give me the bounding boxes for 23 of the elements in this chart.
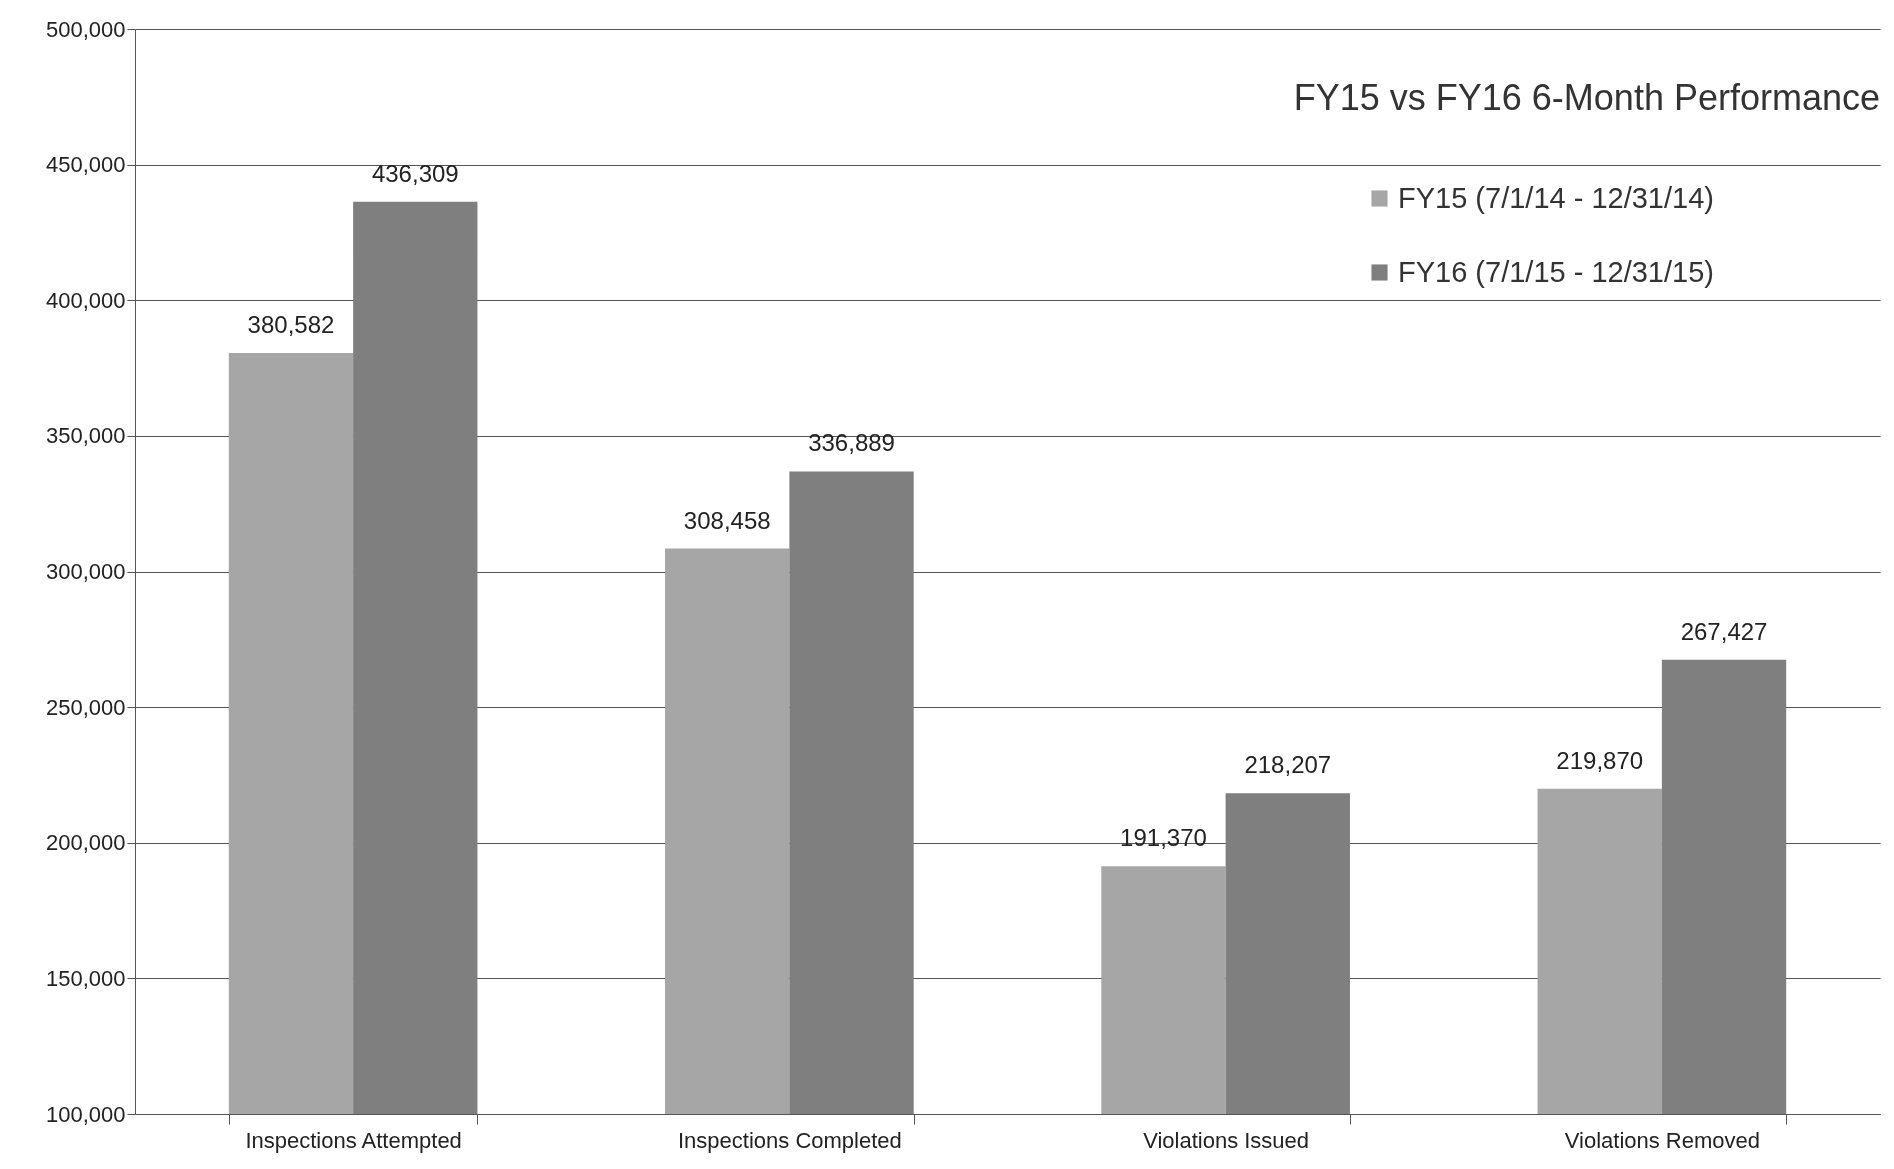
y-tick-label: 350,000 bbox=[45, 423, 126, 449]
x-tick-label: Violations Removed bbox=[1564, 1127, 1761, 1153]
y-tick-label: 450,000 bbox=[45, 152, 126, 178]
y-tick-label: 500,000 bbox=[45, 16, 126, 42]
text: FY15 vs FY16 6-Month Performance bbox=[1293, 77, 1880, 118]
y-tick-label: 400,000 bbox=[45, 287, 126, 313]
y-tick-label: 250,000 bbox=[45, 694, 126, 720]
data-label: 219,870 bbox=[1556, 746, 1644, 774]
legend-label: FY16 (7/1/15 - 12/31/15) bbox=[1398, 255, 1714, 288]
data-label: 380,582 bbox=[247, 310, 335, 338]
data-label: 436,309 bbox=[371, 159, 459, 187]
y-tick-label: 100,000 bbox=[45, 1101, 126, 1127]
x-tick-label: Violations Issued bbox=[1143, 1127, 1310, 1153]
x-tick-label: Inspections Completed bbox=[677, 1127, 902, 1153]
y-tick-label: 150,000 bbox=[45, 965, 126, 991]
x-tick-label: Inspections Attempted bbox=[245, 1127, 462, 1153]
y-tick-label: 300,000 bbox=[45, 559, 126, 584]
data-label: 267,427 bbox=[1680, 617, 1768, 645]
data-label: 218,207 bbox=[1244, 751, 1332, 779]
data-label: 336,889 bbox=[808, 429, 895, 457]
y-tick-label: 200,000 bbox=[45, 830, 126, 856]
legend-label: FY15 (7/1/14 - 12/31/14) bbox=[1398, 181, 1714, 214]
data-label: 308,458 bbox=[683, 506, 771, 534]
